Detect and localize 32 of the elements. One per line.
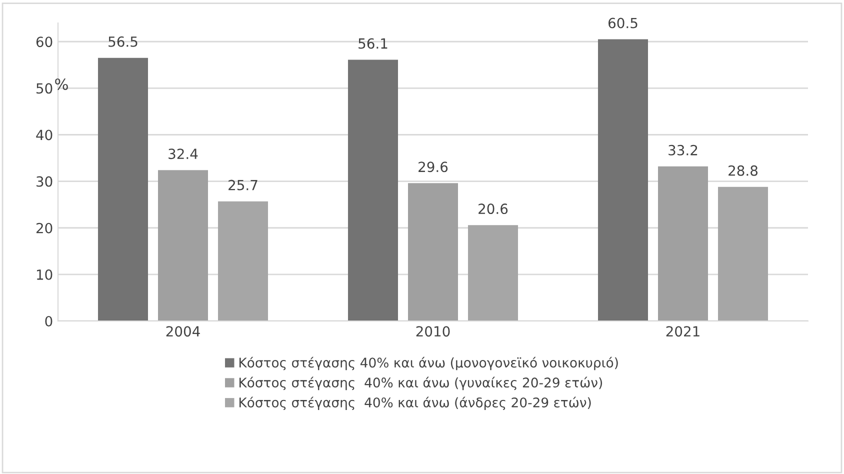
y-tick-label: 0: [45, 316, 52, 326]
bar: [98, 58, 148, 321]
x-tick-label: 2004: [166, 326, 200, 337]
data-label: 32.4: [168, 148, 198, 160]
data-label: 56.1: [358, 38, 388, 49]
data-label: 29.6: [418, 162, 448, 172]
y-tick-label: 30: [36, 176, 52, 187]
y-axis-title: %: [55, 78, 68, 90]
legend-label: Κόστος στέγασης 40% και άνω (γυναίκες 20-29 ετών): [239, 376, 602, 390]
data-label: 60.5: [608, 18, 638, 28]
legend-label: Κόστος στέγασης 40% και άνω (άνδρες 20-29 ετών): [239, 396, 591, 410]
bar: [348, 60, 398, 321]
x-tick-label: 2010: [416, 326, 450, 337]
data-label: 33.2: [668, 144, 698, 156]
bar: [658, 166, 708, 321]
y-tick-label: 50: [36, 83, 52, 94]
data-label: 20.6: [478, 204, 508, 214]
y-tick-label: 40: [36, 130, 52, 140]
y-tick-label: 20: [36, 222, 52, 234]
data-label: 56.5: [108, 36, 138, 47]
data-label: 25.7: [228, 180, 258, 190]
bar: [158, 170, 208, 321]
bar: [718, 186, 768, 321]
bar: [408, 183, 458, 321]
data-label: 28.8: [728, 165, 758, 176]
bar: [598, 39, 648, 321]
bar: [218, 201, 268, 321]
bar: [468, 225, 518, 321]
y-tick-label: 10: [36, 269, 52, 280]
y-tick-label: 60: [36, 36, 52, 48]
x-tick-label: 2021: [666, 326, 700, 337]
legend-label: Κόστος στέγασης 40% και άνω (μονογονεϊκό νοικοκυριό): [239, 356, 618, 370]
